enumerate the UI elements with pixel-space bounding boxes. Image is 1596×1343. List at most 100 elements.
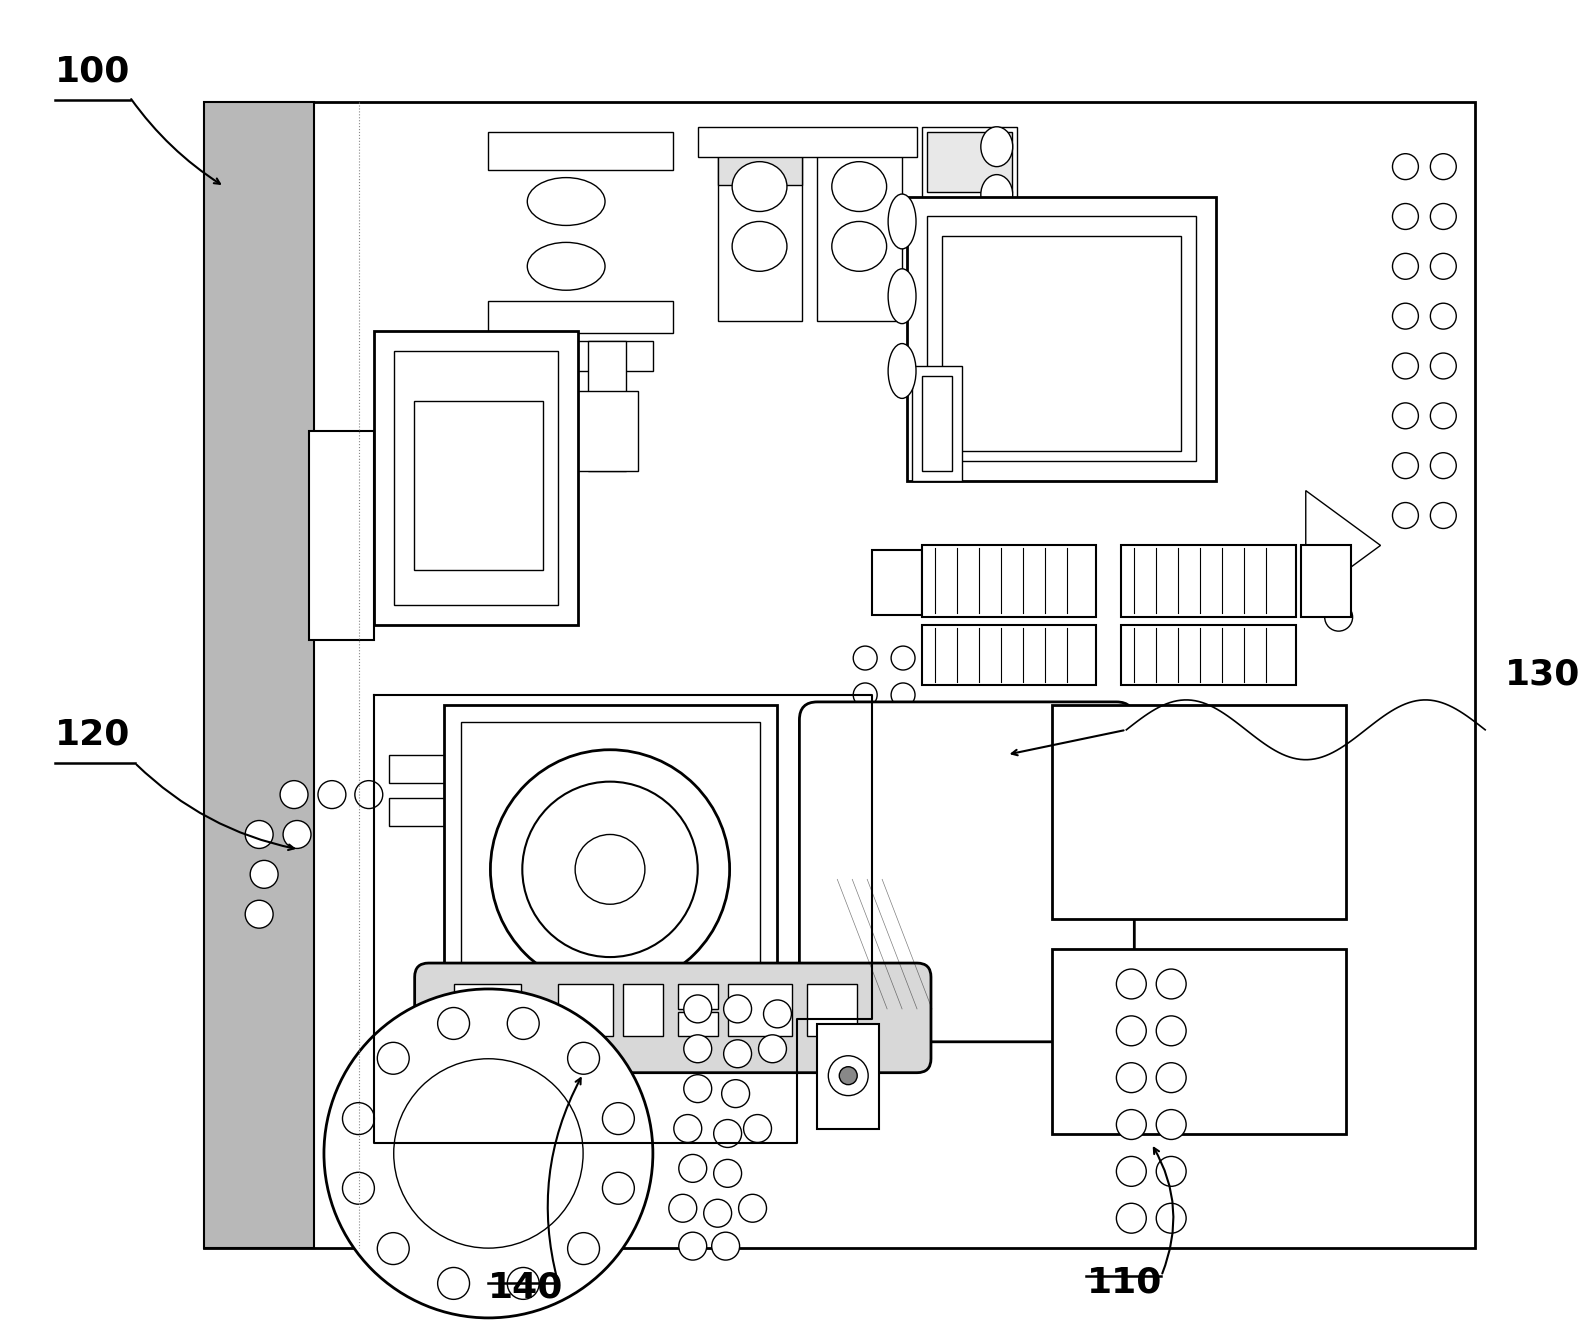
Circle shape	[1325, 603, 1352, 631]
Ellipse shape	[527, 242, 605, 290]
Bar	[394, 351, 559, 606]
Circle shape	[508, 1007, 539, 1039]
Bar	[942, 236, 1181, 451]
Ellipse shape	[887, 269, 916, 324]
Circle shape	[1430, 502, 1456, 528]
Circle shape	[251, 861, 278, 888]
Circle shape	[343, 1172, 375, 1205]
Ellipse shape	[982, 175, 1013, 215]
Circle shape	[246, 821, 273, 849]
Circle shape	[1430, 204, 1456, 230]
Circle shape	[763, 1001, 792, 1027]
Circle shape	[437, 1007, 469, 1039]
Circle shape	[279, 780, 308, 808]
Circle shape	[678, 1155, 707, 1182]
Circle shape	[891, 842, 915, 866]
Circle shape	[1156, 970, 1186, 999]
Circle shape	[508, 1268, 539, 1300]
Circle shape	[1392, 453, 1419, 478]
Circle shape	[1392, 304, 1419, 329]
Circle shape	[568, 1233, 600, 1265]
Bar	[622, 984, 662, 1035]
Bar	[413, 400, 543, 571]
Bar	[922, 624, 1096, 685]
Circle shape	[1430, 403, 1456, 428]
Circle shape	[891, 803, 915, 826]
Circle shape	[437, 1268, 469, 1300]
Circle shape	[713, 1159, 742, 1187]
Bar	[453, 984, 522, 1035]
Bar	[559, 341, 653, 371]
Circle shape	[282, 821, 311, 849]
Bar	[576, 391, 638, 470]
Bar	[907, 196, 1216, 481]
Circle shape	[854, 646, 878, 670]
Bar	[310, 431, 373, 641]
Circle shape	[343, 1103, 375, 1135]
Text: 120: 120	[54, 717, 131, 752]
Circle shape	[1116, 970, 1146, 999]
Circle shape	[683, 995, 712, 1023]
Bar	[204, 102, 314, 1248]
Ellipse shape	[487, 995, 530, 1027]
Circle shape	[1392, 502, 1419, 528]
Circle shape	[1156, 1156, 1186, 1186]
Circle shape	[721, 1080, 750, 1108]
Bar	[444, 705, 777, 1038]
Ellipse shape	[498, 1003, 519, 1019]
Circle shape	[713, 1120, 742, 1147]
Ellipse shape	[733, 161, 787, 211]
Circle shape	[1392, 353, 1419, 379]
Ellipse shape	[982, 223, 1013, 262]
Bar	[587, 341, 626, 470]
Circle shape	[739, 1194, 766, 1222]
Bar	[678, 1011, 718, 1035]
Bar	[922, 126, 1017, 201]
Polygon shape	[1306, 490, 1381, 600]
Bar	[922, 545, 1096, 618]
Circle shape	[891, 646, 915, 670]
Circle shape	[568, 1042, 600, 1074]
FancyBboxPatch shape	[800, 702, 1135, 1042]
Circle shape	[1430, 153, 1456, 180]
Bar	[678, 984, 718, 1009]
Circle shape	[744, 1115, 771, 1143]
Bar	[817, 132, 902, 321]
Bar	[1052, 950, 1345, 1133]
Circle shape	[758, 1035, 787, 1062]
Circle shape	[723, 995, 752, 1023]
Circle shape	[854, 882, 878, 907]
Circle shape	[891, 723, 915, 747]
Circle shape	[1392, 204, 1419, 230]
Circle shape	[1430, 254, 1456, 279]
Circle shape	[828, 1056, 868, 1096]
Circle shape	[602, 1103, 634, 1135]
Bar	[1301, 545, 1350, 618]
Circle shape	[1156, 1015, 1186, 1046]
Bar	[389, 755, 678, 783]
Circle shape	[377, 1042, 409, 1074]
Bar	[204, 102, 1475, 1248]
Bar	[373, 332, 578, 624]
Circle shape	[854, 803, 878, 826]
Bar	[1052, 705, 1345, 919]
Circle shape	[674, 1115, 702, 1143]
Ellipse shape	[887, 193, 916, 248]
Bar	[728, 984, 793, 1035]
Circle shape	[678, 1232, 707, 1260]
Ellipse shape	[832, 161, 887, 211]
Circle shape	[354, 780, 383, 808]
Ellipse shape	[832, 222, 887, 271]
Circle shape	[854, 763, 878, 787]
Circle shape	[602, 1172, 634, 1205]
Circle shape	[1392, 254, 1419, 279]
Circle shape	[1156, 1203, 1186, 1233]
Circle shape	[891, 923, 915, 945]
Circle shape	[490, 749, 729, 988]
Circle shape	[1430, 353, 1456, 379]
Bar	[461, 721, 760, 1021]
Circle shape	[1116, 1203, 1146, 1233]
Circle shape	[1392, 153, 1419, 180]
Circle shape	[1116, 1062, 1146, 1093]
Bar	[559, 984, 613, 1035]
